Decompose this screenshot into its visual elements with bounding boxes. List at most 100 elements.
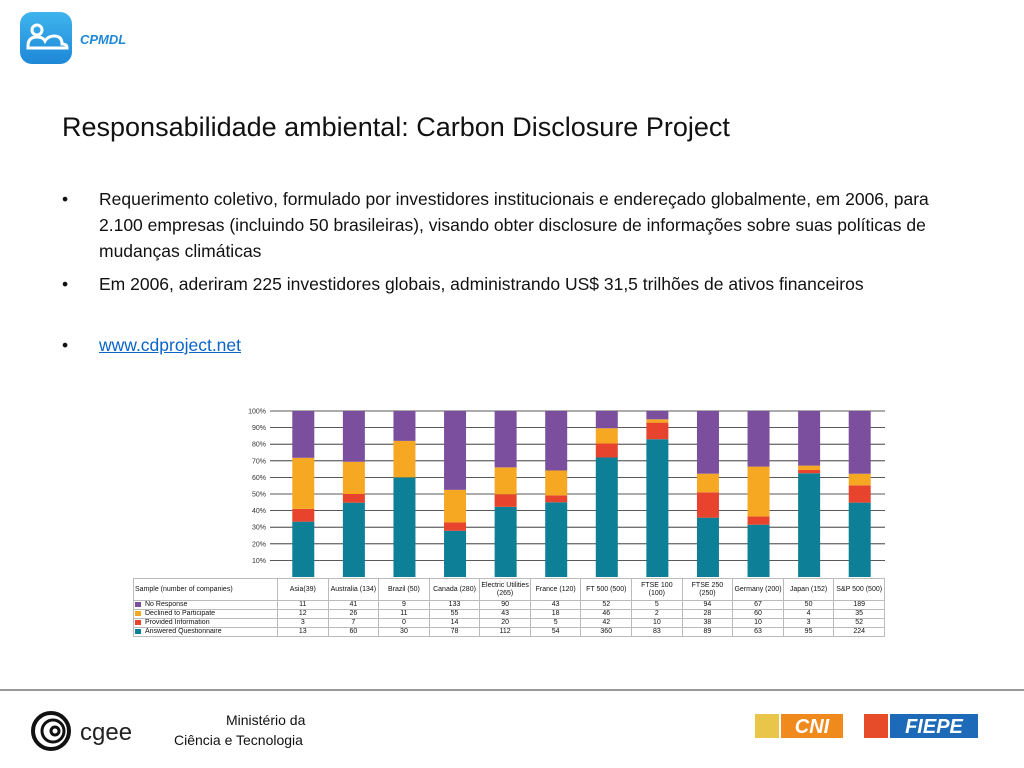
category-label: S&P 500 (500): [833, 578, 885, 601]
bar-segment: [696, 517, 719, 577]
bar-segment: [444, 522, 467, 531]
cgee-text: cgee: [80, 719, 132, 746]
category-label: Asia(39): [277, 578, 329, 601]
table-value: 0: [378, 618, 430, 628]
table-value: 95: [782, 627, 835, 637]
bar-segment: [595, 443, 618, 458]
table-value: 112: [479, 627, 531, 637]
cni-text: CNI: [795, 716, 830, 738]
table-value: 18: [529, 609, 582, 619]
table-value: 46: [580, 609, 633, 619]
legend-cell: Declined to Participate: [133, 609, 278, 619]
table-value: 35: [833, 609, 885, 619]
table-value: 7: [327, 618, 380, 628]
category-label: Electric Utilities (265): [479, 578, 531, 601]
table-value: 9: [378, 600, 430, 610]
y-tick-label: 30%: [252, 525, 266, 532]
legend-swatch: [135, 619, 141, 625]
bar-segment: [393, 411, 416, 441]
y-tick-label: 20%: [252, 541, 266, 548]
table-value: 43: [529, 600, 582, 610]
bar-segment: [545, 411, 568, 471]
bar-segment: [848, 473, 871, 486]
y-tick-label: 100%: [248, 409, 266, 416]
table-value: 89: [681, 627, 734, 637]
bar-segment: [696, 492, 719, 518]
link[interactable]: www.cdproject.net: [99, 335, 242, 355]
table-value: 50: [782, 600, 835, 610]
bar-segment: [444, 530, 467, 577]
fiepe-box: [890, 714, 978, 738]
bar-segment: [595, 411, 618, 429]
table-value: 52: [833, 618, 885, 628]
category-label: Australia (134): [327, 578, 380, 601]
table-value: 13: [277, 627, 329, 637]
bar-segment: [342, 461, 365, 494]
bar-segment: [747, 524, 770, 577]
table-value: 83: [631, 627, 683, 637]
table-value: 20: [479, 618, 531, 628]
bar-segment: [798, 465, 821, 470]
bar-segment: [848, 502, 871, 577]
bar-segment: [848, 485, 871, 503]
table-value: 43: [479, 609, 531, 619]
bar-segment: [545, 502, 568, 577]
bar-segment: [646, 439, 669, 577]
category-label: FTSE 100 (100): [631, 578, 683, 601]
table-value: 42: [580, 618, 633, 628]
bar-segment: [393, 440, 416, 478]
y-tick-label: 60%: [252, 475, 266, 482]
table-row: Answered Questionnaire 13 60 30 78 112 54 360 83…: [133, 627, 885, 637]
table-value: 54: [529, 627, 582, 637]
bar-segment: [646, 419, 669, 423]
legend-cell: Answered Questionnaire: [133, 627, 278, 637]
slide-title: Responsabilidade ambiental: Carbon Discl…: [62, 112, 730, 142]
category-label: FT 500 (500): [580, 578, 633, 601]
table-value: 26: [327, 609, 380, 619]
cni-emblem: [755, 714, 779, 738]
table-value: 60: [732, 609, 784, 619]
bar-segment: [292, 457, 315, 509]
bar-segment: [494, 411, 517, 468]
legend-label: Provided Information: [145, 619, 210, 627]
bar-segment: [747, 466, 770, 517]
y-tick-label: 80%: [252, 442, 266, 449]
bar-segment: [696, 473, 719, 493]
table-value: 63: [732, 627, 784, 637]
logo-glyph: [26, 23, 69, 50]
table-value: 90: [479, 600, 531, 610]
table-value: 5: [529, 618, 582, 628]
table-header-row: Sample (number of companies) Asia(39) Aust…: [133, 578, 885, 601]
table-value: 94: [681, 600, 734, 610]
table-value: 55: [428, 609, 481, 619]
bar-segment: [393, 477, 416, 577]
bar-segment: [747, 411, 770, 467]
legend-label: No Response: [145, 601, 188, 609]
bar-segment: [342, 502, 365, 577]
bar-segment: [848, 411, 871, 474]
bar-segment: [747, 516, 770, 525]
legend-cell: No Response: [133, 600, 278, 610]
table-value: 224: [833, 627, 885, 637]
bar-segment: [696, 411, 719, 474]
table-value: 2: [631, 609, 683, 619]
bar-segment: [494, 467, 517, 495]
table-value: 28: [681, 609, 734, 619]
table-value: 14: [428, 618, 481, 628]
table-value: 10: [732, 618, 784, 628]
legend-swatch: [135, 628, 141, 634]
bar-segment: [342, 411, 365, 462]
table-value: 10: [631, 618, 683, 628]
cni-box: [781, 714, 843, 738]
bar-segment: [595, 428, 618, 444]
bar-segment: [292, 411, 315, 458]
legend-label: Answered Questionnaire: [145, 628, 222, 636]
y-tick-label: 70%: [252, 458, 266, 465]
category-label: Japan (152): [782, 578, 835, 601]
logo-text: CPMDL: [80, 32, 126, 47]
table-value: 38: [681, 618, 734, 628]
bar-segment: [545, 470, 568, 496]
bar-segment: [292, 508, 315, 522]
